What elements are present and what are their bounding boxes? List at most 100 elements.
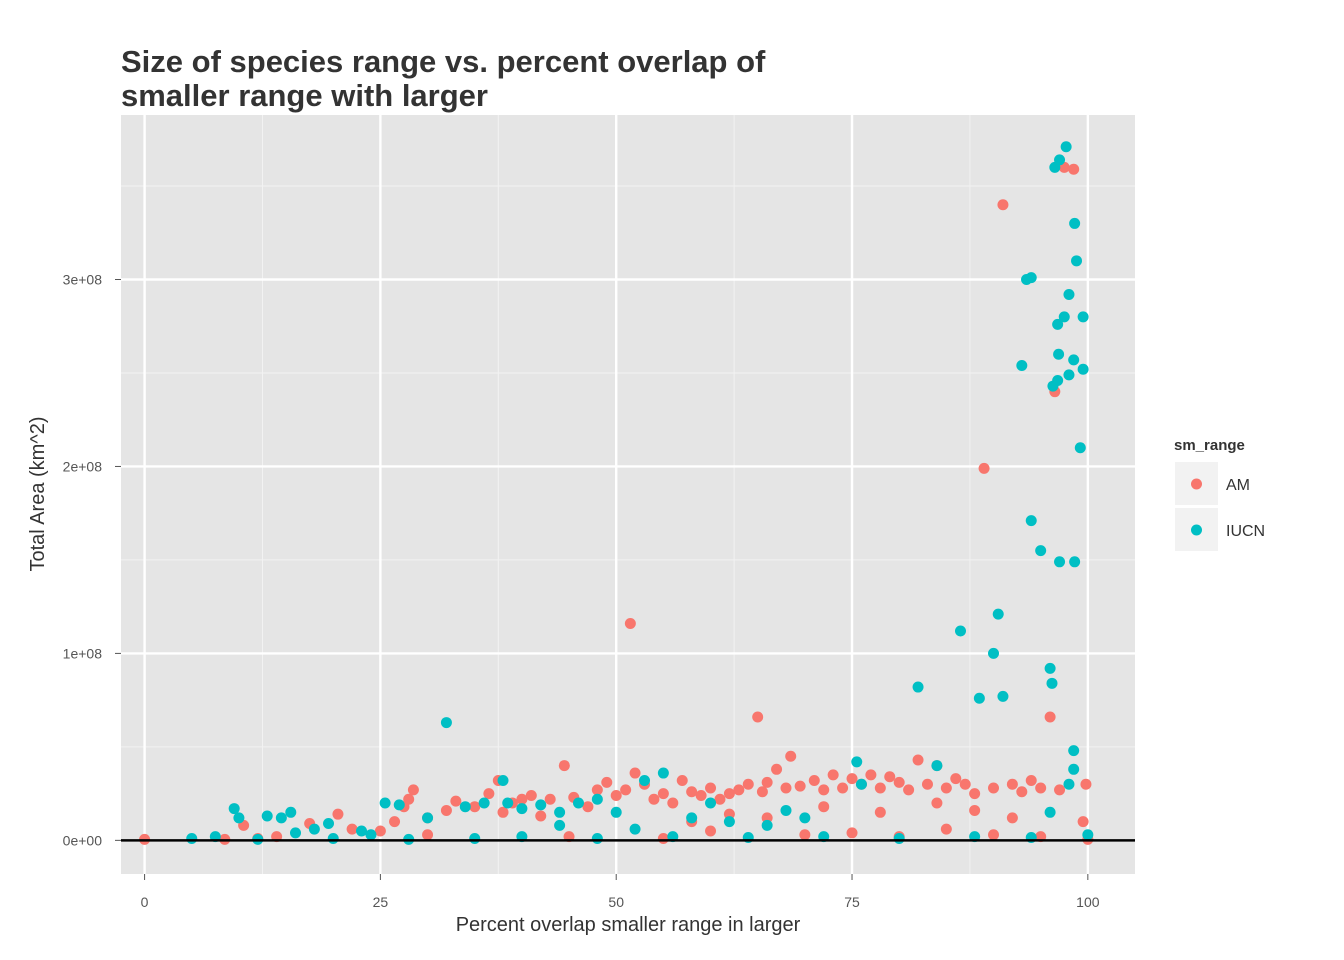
data-point-iucn	[1054, 556, 1066, 568]
data-point-am	[407, 784, 419, 796]
data-point-iucn	[931, 760, 943, 772]
x-tick-label: 75	[844, 894, 860, 910]
data-point-iucn	[554, 819, 566, 831]
data-point-am	[591, 784, 603, 796]
data-point-iucn	[1068, 354, 1080, 366]
data-point-iucn	[1074, 442, 1086, 454]
data-point-am	[676, 775, 688, 787]
data-point-am	[940, 823, 952, 835]
data-point-iucn	[323, 818, 335, 830]
data-point-iucn	[572, 797, 584, 809]
data-point-iucn	[1035, 545, 1047, 557]
data-point-am	[865, 769, 877, 781]
plot-panel	[121, 115, 1135, 874]
data-point-iucn	[502, 797, 514, 809]
data-point-am	[780, 782, 792, 794]
data-point-iucn	[639, 775, 651, 787]
data-point-am	[469, 801, 481, 813]
data-point-am	[752, 711, 764, 723]
data-point-am	[921, 778, 933, 790]
data-point-am	[846, 773, 858, 785]
data-point-am	[742, 778, 754, 790]
data-point-am	[874, 806, 886, 818]
data-point-am	[1025, 775, 1037, 787]
legend-dot-iucn	[1191, 524, 1202, 536]
x-tick-label: 100	[1076, 894, 1100, 910]
data-point-am	[1054, 784, 1066, 796]
data-point-iucn	[1069, 556, 1081, 568]
data-point-am	[714, 793, 726, 805]
data-point-iucn	[535, 799, 547, 811]
data-point-am	[969, 804, 981, 816]
data-point-am	[403, 793, 415, 805]
data-point-am	[931, 797, 943, 809]
data-point-am	[988, 782, 1000, 794]
data-point-iucn	[1044, 806, 1056, 818]
data-point-iucn	[285, 806, 297, 818]
data-point-iucn	[629, 823, 641, 835]
data-point-iucn	[780, 804, 792, 816]
data-point-am	[695, 789, 707, 801]
data-point-am	[1016, 786, 1028, 798]
data-point-iucn	[1068, 763, 1080, 775]
x-tick-label: 0	[141, 894, 149, 910]
legend-item-am: AM	[1175, 462, 1250, 505]
data-point-am	[950, 773, 962, 785]
legend-label-iucn: IUCN	[1226, 523, 1265, 540]
x-tick-label: 25	[373, 894, 389, 910]
data-point-am	[705, 782, 717, 794]
data-point-am	[756, 786, 768, 798]
data-point-am	[818, 801, 830, 813]
data-point-iucn	[657, 767, 669, 779]
y-axis-label: Total Area (km^2)	[27, 417, 49, 572]
data-point-am	[1044, 711, 1056, 723]
data-point-iucn	[233, 812, 245, 824]
data-point-am	[1006, 778, 1018, 790]
data-point-am	[624, 617, 636, 629]
data-point-iucn	[186, 832, 198, 844]
data-point-iucn	[610, 806, 622, 818]
data-point-iucn	[261, 810, 273, 822]
data-point-am	[799, 829, 811, 841]
data-point-iucn	[1025, 515, 1037, 527]
data-point-am	[582, 801, 594, 813]
data-point-iucn	[799, 812, 811, 824]
data-point-iucn	[1060, 141, 1072, 153]
data-point-iucn	[1077, 363, 1089, 375]
y-axis-ticks: 0e+00 1e+08 2e+08 3e+08	[63, 272, 121, 848]
data-point-iucn	[1025, 272, 1037, 284]
data-point-am	[808, 775, 820, 787]
data-point-am	[705, 825, 717, 837]
data-point-iucn	[705, 797, 717, 809]
data-point-iucn	[686, 812, 698, 824]
data-point-iucn	[228, 803, 240, 815]
data-point-am	[893, 776, 905, 788]
data-point-iucn	[516, 803, 528, 815]
data-point-iucn	[973, 692, 985, 704]
data-point-iucn	[1052, 318, 1064, 330]
data-point-am	[389, 816, 401, 828]
data-point-am	[535, 810, 547, 822]
data-point-am	[601, 776, 613, 788]
data-point-am	[874, 782, 886, 794]
data-point-am	[483, 788, 495, 800]
minor-gridlines	[121, 115, 1135, 874]
data-point-am	[629, 767, 641, 779]
data-point-iucn	[997, 690, 1009, 702]
x-axis-label: Percent overlap smaller range in larger	[456, 914, 801, 936]
data-point-iucn	[1046, 677, 1058, 689]
data-point-am	[997, 199, 1009, 211]
data-point-am	[657, 832, 669, 844]
data-point-am	[761, 776, 773, 788]
data-point-am	[648, 793, 660, 805]
data-point-iucn	[761, 819, 773, 831]
data-point-am	[422, 829, 434, 841]
data-point-iucn	[440, 717, 452, 729]
data-point-am	[440, 804, 452, 816]
data-point-am	[794, 780, 806, 792]
legend-item-iucn: IUCN	[1175, 508, 1265, 551]
chart-title-line-1: Size of species range vs. percent overla…	[121, 44, 766, 79]
data-point-iucn	[1016, 360, 1028, 372]
data-point-am	[785, 750, 797, 762]
data-point-am	[837, 782, 849, 794]
